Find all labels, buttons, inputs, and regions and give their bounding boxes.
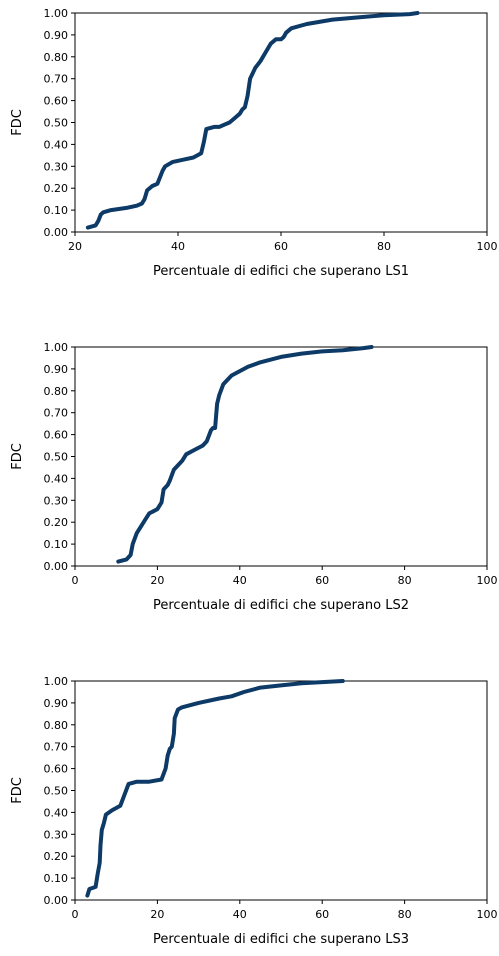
chart-panel: 0.00 0.10 0.20 0.30 0.40 0.50 0.60 0.70 0.80 0.90… — [10, 7, 498, 279]
x-tick-label: 100 — [477, 240, 498, 253]
y-tick-label: 0.00 — [44, 894, 69, 907]
y-tick-label: 1.00 — [44, 7, 69, 20]
y-tick-label: 0.60 — [44, 95, 69, 108]
y-axis-label: FDC — [10, 777, 25, 804]
x-tick-label: 60 — [274, 240, 288, 253]
cdf-series-line — [116, 345, 374, 564]
y-tick-label: 0.20 — [44, 850, 69, 863]
x-tick-label: 20 — [150, 908, 164, 921]
x-tick-label: 80 — [377, 240, 391, 253]
y-tick-label: 0.10 — [44, 538, 69, 551]
y-axis-label: FDC — [10, 109, 25, 136]
y-axis-label: FDC — [10, 443, 25, 470]
y-tick-label: 0.50 — [44, 785, 69, 798]
y-tick-label: 0.30 — [44, 828, 69, 841]
x-tick-label: 80 — [398, 908, 412, 921]
y-tick-label: 0.60 — [44, 763, 69, 776]
y-tick-label: 0.40 — [44, 138, 69, 151]
y-tick-label: 0.40 — [44, 472, 69, 485]
x-axis-label: Percentuale di edifici che superano LS3 — [153, 932, 409, 947]
y-tick-label: 0.50 — [44, 117, 69, 130]
y-tick-label: 0.30 — [44, 494, 69, 507]
y-tick-label: 0.90 — [44, 697, 69, 710]
x-tick-label: 60 — [315, 574, 329, 587]
x-tick-label: 60 — [315, 908, 329, 921]
x-tick-label: 0 — [72, 908, 79, 921]
y-tick-label: 0.90 — [44, 29, 69, 42]
y-tick-label: 0.70 — [44, 407, 69, 420]
y-tick-label: 0.20 — [44, 516, 69, 529]
y-tick-label: 0.30 — [44, 160, 69, 173]
x-axis-label: Percentuale di edifici che superano LS1 — [153, 264, 409, 279]
x-tick-label: 40 — [171, 240, 185, 253]
y-tick-label: 0.60 — [44, 429, 69, 442]
x-tick-label: 40 — [233, 908, 247, 921]
plot-frame — [74, 680, 488, 901]
chart-panel: 0.00 0.10 0.20 0.30 0.40 0.50 0.60 0.70 0.80 0.90… — [10, 341, 498, 613]
y-tick-label: 0.90 — [44, 363, 69, 376]
y-tick-label: 0.10 — [44, 204, 69, 217]
cdf-series-line — [85, 11, 420, 230]
x-tick-label: 40 — [233, 574, 247, 587]
x-tick-label: 0 — [72, 574, 79, 587]
plot-frame — [74, 12, 488, 233]
y-tick-label: 0.80 — [44, 51, 69, 64]
y-tick-label: 0.80 — [44, 385, 69, 398]
chart-panel: 0.00 0.10 0.20 0.30 0.40 0.50 0.60 0.70 0.80 0.90… — [10, 675, 498, 947]
x-tick-label: 100 — [477, 574, 498, 587]
x-tick-label: 20 — [68, 240, 82, 253]
x-tick-label: 100 — [477, 908, 498, 921]
y-tick-label: 1.00 — [44, 341, 69, 354]
y-tick-label: 0.70 — [44, 73, 69, 86]
y-tick-label: 0.20 — [44, 182, 69, 195]
y-tick-label: 0.00 — [44, 560, 69, 573]
y-tick-label: 1.00 — [44, 675, 69, 688]
x-tick-label: 80 — [398, 574, 412, 587]
y-tick-label: 0.40 — [44, 806, 69, 819]
y-tick-label: 0.00 — [44, 226, 69, 239]
x-tick-label: 20 — [150, 574, 164, 587]
y-tick-label: 0.10 — [44, 872, 69, 885]
y-tick-label: 0.80 — [44, 719, 69, 732]
y-tick-label: 0.50 — [44, 451, 69, 464]
y-tick-label: 0.70 — [44, 741, 69, 754]
x-axis-label: Percentuale di edifici che superano LS2 — [153, 598, 409, 613]
cdf-series-line — [85, 679, 345, 898]
